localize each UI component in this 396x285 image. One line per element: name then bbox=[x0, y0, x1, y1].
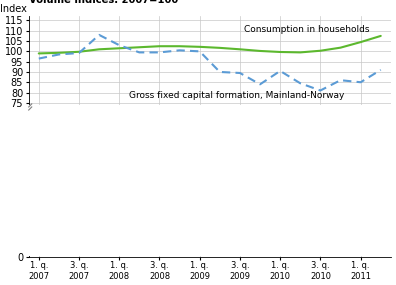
Text: Consumption in households: Consumption in households bbox=[244, 25, 369, 34]
Text: Gross fixed capital formation, Mainland-Norway: Gross fixed capital formation, Mainland-… bbox=[129, 91, 345, 100]
Text: Index: Index bbox=[0, 4, 27, 14]
FancyBboxPatch shape bbox=[29, 105, 391, 256]
Text: Volume indices. 2007=100: Volume indices. 2007=100 bbox=[29, 0, 178, 5]
